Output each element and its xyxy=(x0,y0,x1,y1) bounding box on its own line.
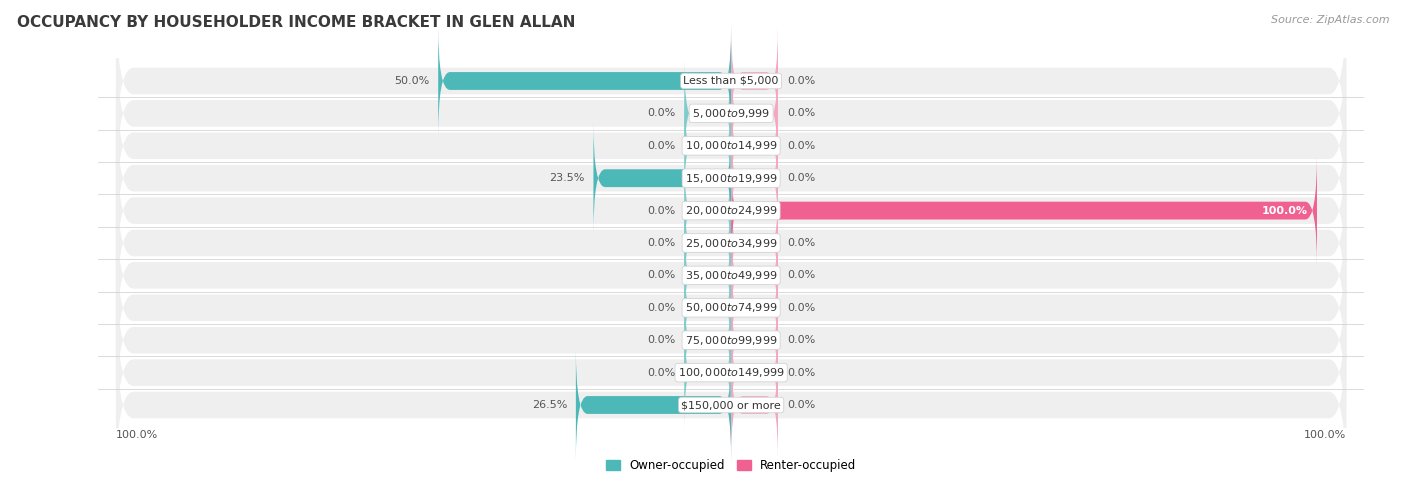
FancyBboxPatch shape xyxy=(115,224,1347,392)
Text: 100.0%: 100.0% xyxy=(1263,206,1308,216)
FancyBboxPatch shape xyxy=(731,57,778,169)
FancyBboxPatch shape xyxy=(115,159,1347,327)
Text: 0.0%: 0.0% xyxy=(647,270,675,280)
FancyBboxPatch shape xyxy=(685,155,731,266)
FancyBboxPatch shape xyxy=(115,321,1347,486)
FancyBboxPatch shape xyxy=(731,122,778,234)
Text: 0.0%: 0.0% xyxy=(647,108,675,119)
FancyBboxPatch shape xyxy=(115,256,1347,424)
Text: Source: ZipAtlas.com: Source: ZipAtlas.com xyxy=(1271,15,1389,25)
Text: $15,000 to $19,999: $15,000 to $19,999 xyxy=(685,172,778,185)
Legend: Owner-occupied, Renter-occupied: Owner-occupied, Renter-occupied xyxy=(600,455,862,477)
FancyBboxPatch shape xyxy=(115,127,1347,295)
FancyBboxPatch shape xyxy=(731,317,778,429)
FancyBboxPatch shape xyxy=(685,317,731,429)
Text: $50,000 to $74,999: $50,000 to $74,999 xyxy=(685,301,778,314)
Text: $100,000 to $149,999: $100,000 to $149,999 xyxy=(678,366,785,379)
Text: 0.0%: 0.0% xyxy=(787,173,815,183)
Text: 0.0%: 0.0% xyxy=(787,335,815,345)
FancyBboxPatch shape xyxy=(685,57,731,169)
FancyBboxPatch shape xyxy=(685,187,731,299)
FancyBboxPatch shape xyxy=(115,0,1347,165)
Text: 0.0%: 0.0% xyxy=(787,238,815,248)
FancyBboxPatch shape xyxy=(115,289,1347,456)
Text: Less than $5,000: Less than $5,000 xyxy=(683,76,779,86)
FancyBboxPatch shape xyxy=(115,62,1347,230)
FancyBboxPatch shape xyxy=(115,94,1347,262)
Text: 0.0%: 0.0% xyxy=(787,400,815,410)
FancyBboxPatch shape xyxy=(685,252,731,364)
Text: 0.0%: 0.0% xyxy=(647,206,675,216)
FancyBboxPatch shape xyxy=(731,187,778,299)
FancyBboxPatch shape xyxy=(731,25,778,137)
FancyBboxPatch shape xyxy=(685,90,731,202)
Text: $5,000 to $9,999: $5,000 to $9,999 xyxy=(692,107,770,120)
FancyBboxPatch shape xyxy=(731,284,778,396)
FancyBboxPatch shape xyxy=(115,30,1347,197)
FancyBboxPatch shape xyxy=(115,191,1347,359)
Text: $20,000 to $24,999: $20,000 to $24,999 xyxy=(685,204,778,217)
Text: 0.0%: 0.0% xyxy=(647,303,675,313)
FancyBboxPatch shape xyxy=(576,349,731,461)
Text: $25,000 to $34,999: $25,000 to $34,999 xyxy=(685,237,778,249)
Text: $150,000 or more: $150,000 or more xyxy=(682,400,780,410)
Text: 0.0%: 0.0% xyxy=(787,76,815,86)
FancyBboxPatch shape xyxy=(685,220,731,331)
Text: 0.0%: 0.0% xyxy=(787,367,815,378)
FancyBboxPatch shape xyxy=(731,349,778,461)
Text: 0.0%: 0.0% xyxy=(647,335,675,345)
Text: 0.0%: 0.0% xyxy=(647,238,675,248)
Text: 0.0%: 0.0% xyxy=(647,367,675,378)
Text: $75,000 to $99,999: $75,000 to $99,999 xyxy=(685,334,778,347)
FancyBboxPatch shape xyxy=(731,155,1317,266)
FancyBboxPatch shape xyxy=(731,90,778,202)
Text: $35,000 to $49,999: $35,000 to $49,999 xyxy=(685,269,778,282)
Text: OCCUPANCY BY HOUSEHOLDER INCOME BRACKET IN GLEN ALLAN: OCCUPANCY BY HOUSEHOLDER INCOME BRACKET … xyxy=(17,15,575,30)
Text: 0.0%: 0.0% xyxy=(787,141,815,151)
FancyBboxPatch shape xyxy=(593,122,731,234)
FancyBboxPatch shape xyxy=(685,284,731,396)
Text: 0.0%: 0.0% xyxy=(787,270,815,280)
Text: $10,000 to $14,999: $10,000 to $14,999 xyxy=(685,139,778,152)
Text: 0.0%: 0.0% xyxy=(647,141,675,151)
FancyBboxPatch shape xyxy=(439,25,731,137)
Text: 0.0%: 0.0% xyxy=(787,108,815,119)
FancyBboxPatch shape xyxy=(731,252,778,364)
Text: 0.0%: 0.0% xyxy=(787,303,815,313)
Text: 23.5%: 23.5% xyxy=(550,173,585,183)
Text: 26.5%: 26.5% xyxy=(531,400,567,410)
FancyBboxPatch shape xyxy=(731,220,778,331)
Text: 50.0%: 50.0% xyxy=(394,76,429,86)
Text: 100.0%: 100.0% xyxy=(1303,430,1347,440)
Text: 100.0%: 100.0% xyxy=(115,430,159,440)
